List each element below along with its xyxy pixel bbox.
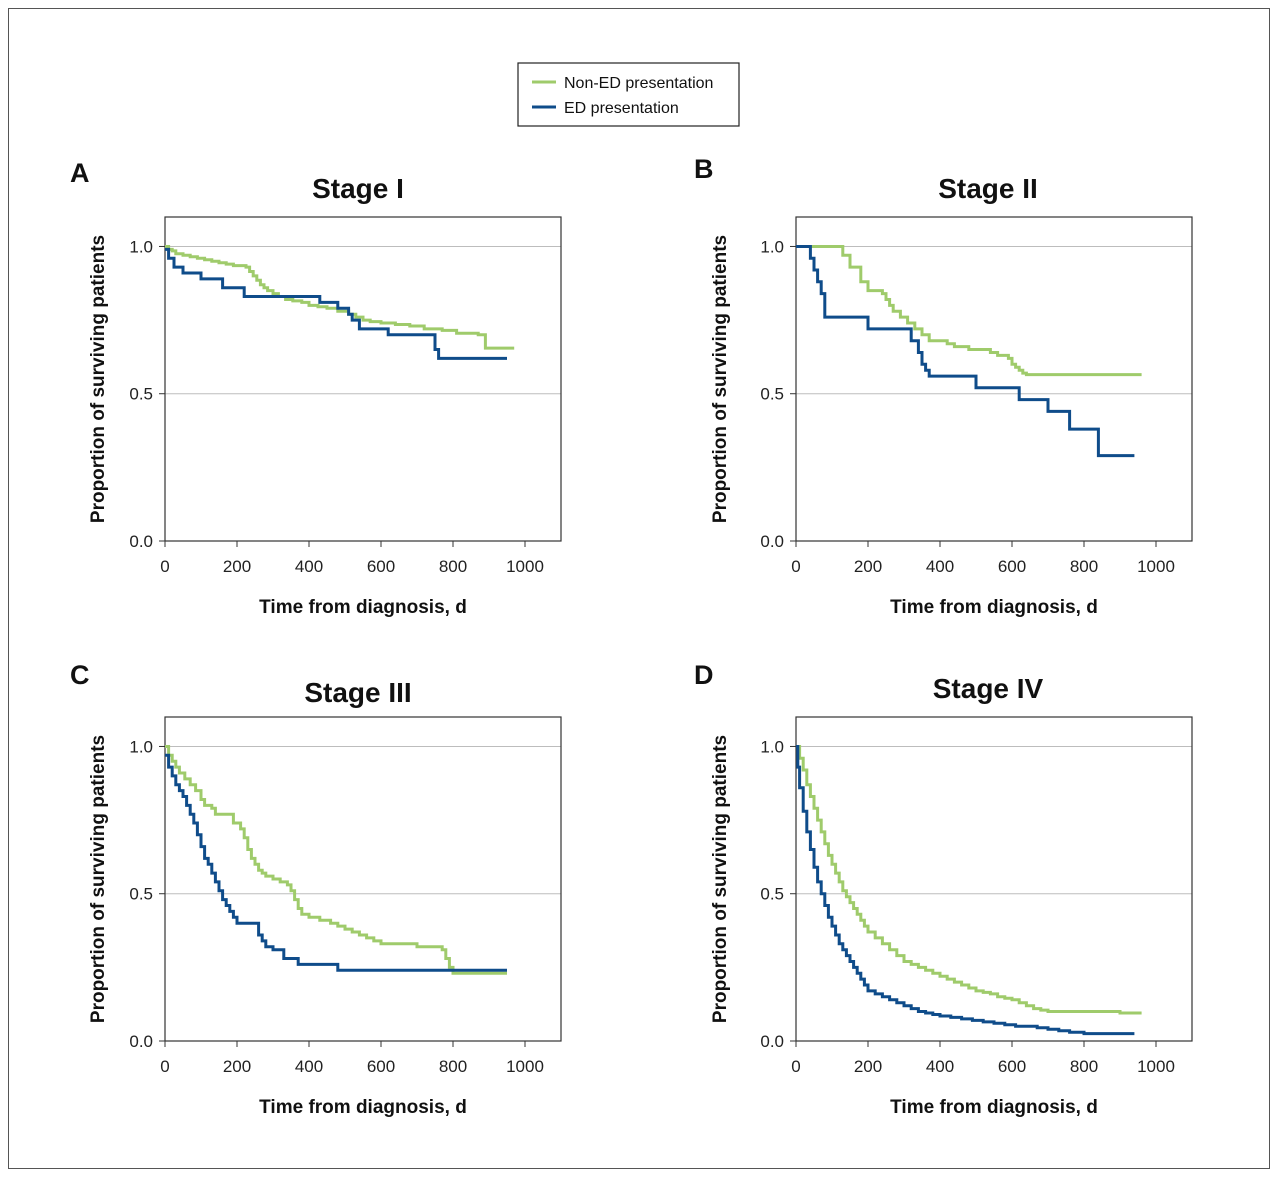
x-tick-label: 1000 bbox=[1137, 557, 1175, 576]
x-tick-label: 800 bbox=[1070, 557, 1098, 576]
y-axis-label: Proportion of surviving patients bbox=[88, 235, 109, 523]
plot-area bbox=[795, 716, 1193, 1042]
y-tick-label: 1.0 bbox=[129, 237, 153, 256]
panel-a: 0 200 400 600 800 1000 0.0 0.5 1.0 Time from diag… bbox=[70, 158, 562, 618]
series-line-non-ed bbox=[796, 745, 1142, 1015]
panel-d: 0 200 400 600 800 1000 0.0 0.5 1.0 Time from diag… bbox=[694, 660, 1193, 1118]
x-tick-label: 200 bbox=[854, 1057, 882, 1076]
x-tick-label: 200 bbox=[223, 557, 251, 576]
legend-label-ed: ED presentation bbox=[564, 100, 679, 117]
x-tick-label: 600 bbox=[367, 557, 395, 576]
panel-letter: B bbox=[694, 154, 714, 184]
x-tick-label: 600 bbox=[998, 557, 1026, 576]
x-tick-label: 200 bbox=[223, 1057, 251, 1076]
panel-letter: C bbox=[70, 660, 90, 690]
x-tick-label: 600 bbox=[367, 1057, 395, 1076]
y-tick-label: 1.0 bbox=[129, 737, 153, 756]
plot-area bbox=[795, 216, 1193, 542]
series-line-ed bbox=[796, 745, 1135, 1036]
legend: Non-ED presentation ED presentation bbox=[517, 62, 740, 127]
y-tick-label: 1.0 bbox=[760, 237, 784, 256]
x-tick-label: 800 bbox=[1070, 1057, 1098, 1076]
series-line-non-ed bbox=[796, 245, 1142, 377]
chart-title: Stage III bbox=[304, 677, 411, 708]
chart-title: Stage IV bbox=[933, 673, 1044, 704]
x-tick-label: 400 bbox=[295, 1057, 323, 1076]
legend-box bbox=[517, 62, 740, 127]
y-tick-label: 0.0 bbox=[129, 1032, 153, 1051]
x-tick-label: 0 bbox=[160, 557, 169, 576]
y-axis-label: Proportion of surviving patients bbox=[710, 735, 731, 1023]
x-tick-label: 800 bbox=[439, 557, 467, 576]
x-axis-label: Time from diagnosis, d bbox=[890, 1097, 1098, 1118]
x-tick-label: 0 bbox=[160, 1057, 169, 1076]
panel-letter: D bbox=[694, 660, 714, 690]
chart-title: Stage I bbox=[312, 173, 404, 204]
chart-title: Stage II bbox=[938, 173, 1038, 204]
x-tick-label: 1000 bbox=[506, 1057, 544, 1076]
x-tick-label: 400 bbox=[926, 1057, 954, 1076]
x-axis-label: Time from diagnosis, d bbox=[890, 597, 1098, 618]
y-tick-label: 0.5 bbox=[129, 385, 153, 404]
series-line-non-ed bbox=[165, 745, 507, 975]
legend-label-non-ed: Non-ED presentation bbox=[564, 75, 713, 92]
panel-b: 0 200 400 600 800 1000 0.0 0.5 1.0 Time from diag… bbox=[694, 154, 1193, 618]
x-tick-label: 800 bbox=[439, 1057, 467, 1076]
plot-area bbox=[164, 216, 562, 542]
y-tick-label: 0.0 bbox=[129, 532, 153, 551]
x-axis-label: Time from diagnosis, d bbox=[259, 1097, 467, 1118]
panel-c: 0 200 400 600 800 1000 0.0 0.5 1.0 Time from diag… bbox=[70, 660, 562, 1118]
y-tick-label: 0.0 bbox=[760, 532, 784, 551]
y-tick-label: 0.0 bbox=[760, 1032, 784, 1051]
x-tick-label: 400 bbox=[926, 557, 954, 576]
plot-area bbox=[164, 716, 562, 1042]
y-tick-label: 1.0 bbox=[760, 737, 784, 756]
series-line-ed bbox=[165, 247, 507, 360]
series-line-ed bbox=[796, 245, 1135, 458]
y-axis-label: Proportion of surviving patients bbox=[710, 235, 731, 523]
y-axis-label: Proportion of surviving patients bbox=[88, 735, 109, 1023]
x-tick-label: 200 bbox=[854, 557, 882, 576]
series-line-non-ed bbox=[165, 245, 515, 350]
x-tick-label: 600 bbox=[998, 1057, 1026, 1076]
x-axis-label: Time from diagnosis, d bbox=[259, 597, 467, 618]
panel-letter: A bbox=[70, 158, 90, 188]
x-tick-label: 1000 bbox=[1137, 1057, 1175, 1076]
x-tick-label: 0 bbox=[791, 557, 800, 576]
y-tick-label: 0.5 bbox=[129, 885, 153, 904]
x-tick-label: 1000 bbox=[506, 557, 544, 576]
y-tick-label: 0.5 bbox=[760, 385, 784, 404]
figure-frame bbox=[8, 8, 1270, 1169]
y-tick-label: 0.5 bbox=[760, 885, 784, 904]
x-tick-label: 0 bbox=[791, 1057, 800, 1076]
series-line-ed bbox=[165, 753, 507, 972]
x-tick-label: 400 bbox=[295, 557, 323, 576]
